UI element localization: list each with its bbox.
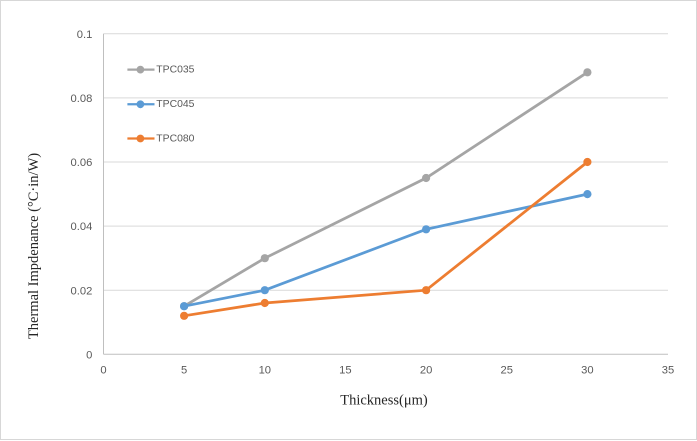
svg-text:0.04: 0.04 [71, 221, 93, 233]
svg-text:25: 25 [500, 364, 512, 376]
svg-text:TPC045: TPC045 [156, 99, 194, 110]
svg-text:TPC035: TPC035 [156, 64, 194, 75]
svg-text:15: 15 [339, 364, 351, 376]
svg-text:5: 5 [181, 364, 187, 376]
svg-text:0.1: 0.1 [77, 29, 93, 41]
svg-text:0.02: 0.02 [71, 285, 93, 297]
svg-text:Thickness(μm): Thickness(μm) [340, 392, 428, 408]
svg-text:0.08: 0.08 [71, 93, 93, 105]
svg-text:30: 30 [581, 364, 593, 376]
svg-text:Thermal Impdenance (°C·in/W): Thermal Impdenance (°C·in/W) [26, 153, 42, 339]
svg-text:0: 0 [86, 349, 92, 361]
svg-text:0: 0 [100, 364, 106, 376]
svg-text:35: 35 [662, 364, 674, 376]
svg-text:TPC080: TPC080 [156, 134, 194, 145]
svg-text:0.06: 0.06 [71, 157, 93, 169]
svg-text:10: 10 [259, 364, 271, 376]
svg-text:20: 20 [420, 364, 432, 376]
